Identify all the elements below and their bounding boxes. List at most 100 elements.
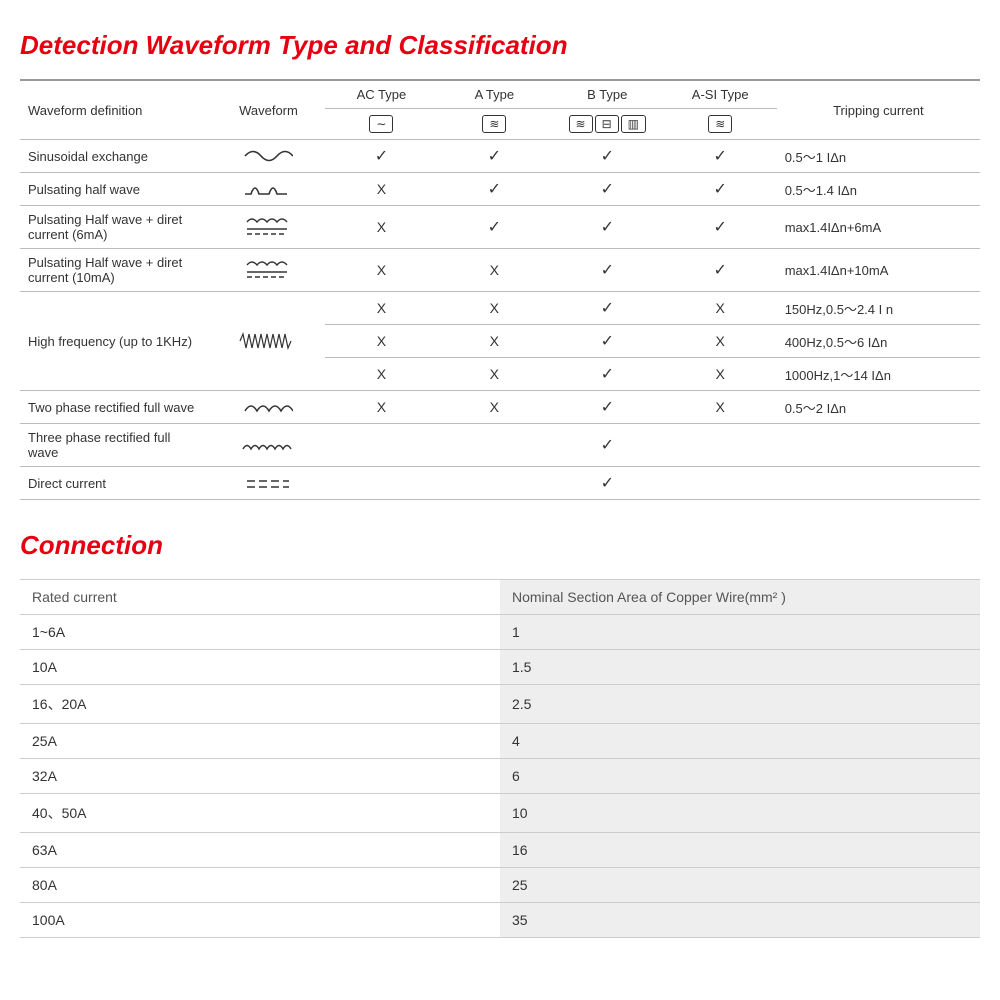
cell-asi: X bbox=[664, 358, 777, 391]
cell-ac: X bbox=[325, 391, 438, 424]
cell-a: X bbox=[438, 325, 551, 358]
cell-section: 6 bbox=[500, 759, 980, 794]
cell-asi bbox=[664, 467, 777, 500]
cell-rated: 10A bbox=[20, 650, 500, 685]
cell-section: 25 bbox=[500, 868, 980, 903]
cell-a: X bbox=[438, 249, 551, 292]
cell-b: ✓ bbox=[551, 391, 664, 424]
cell-b: ✓ bbox=[551, 325, 664, 358]
cell-def: Pulsating Half wave + diret current (6mA… bbox=[20, 206, 212, 249]
cell-b: ✓ bbox=[551, 249, 664, 292]
sine-wave-icon bbox=[243, 147, 293, 165]
cell-asi: ✓ bbox=[664, 206, 777, 249]
cell-rated: 32A bbox=[20, 759, 500, 794]
cell-asi: ✓ bbox=[664, 173, 777, 206]
cell-ac: X bbox=[325, 358, 438, 391]
cell-b: ✓ bbox=[551, 467, 664, 500]
cell-def: Direct current bbox=[20, 467, 212, 500]
cell-section: 1 bbox=[500, 615, 980, 650]
cell-a: ✓ bbox=[438, 173, 551, 206]
cell-ac: X bbox=[325, 173, 438, 206]
table-row: 63A16 bbox=[20, 833, 980, 868]
cell-rated: 16、20A bbox=[20, 685, 500, 724]
halfwave-icon bbox=[243, 180, 293, 198]
cell-trip: 0.5～1.4 IΔn bbox=[777, 173, 980, 206]
col-b-type: B Type bbox=[551, 80, 664, 109]
waveform-icon-cell bbox=[212, 173, 325, 206]
table-row: 80A25 bbox=[20, 868, 980, 903]
three-phase-icon bbox=[241, 439, 295, 453]
table-row: Pulsating Half wave + diret current (10m… bbox=[20, 249, 980, 292]
cell-ac: X bbox=[325, 249, 438, 292]
cell-rated: 100A bbox=[20, 903, 500, 938]
col-ac-type: AC Type bbox=[325, 80, 438, 109]
b-symbol1-icon: ≋ bbox=[569, 115, 593, 133]
cell-a bbox=[438, 467, 551, 500]
table-row: 1~6A1 bbox=[20, 615, 980, 650]
table-row: Pulsating half wave X ✓ ✓ ✓ 0.5～1.4 IΔn bbox=[20, 173, 980, 206]
cell-b: ✓ bbox=[551, 292, 664, 325]
cell-section: 2.5 bbox=[500, 685, 980, 724]
conn-header-row: Rated current Nominal Section Area of Co… bbox=[20, 580, 980, 615]
cell-trip bbox=[777, 424, 980, 467]
cell-a bbox=[438, 424, 551, 467]
cell-ac: X bbox=[325, 325, 438, 358]
asi-symbol-icon: ≋ bbox=[708, 115, 732, 133]
cell-b: ✓ bbox=[551, 173, 664, 206]
table-row: Three phase rectified full wave ✓ bbox=[20, 424, 980, 467]
header-row-1: Waveform definition Waveform AC Type A T… bbox=[20, 80, 980, 109]
cell-trip: max1.4IΔn+6mA bbox=[777, 206, 980, 249]
cell-ac: ✓ bbox=[325, 140, 438, 173]
cell-rated: 80A bbox=[20, 868, 500, 903]
table-row: 10A1.5 bbox=[20, 650, 980, 685]
cell-def: Pulsating Half wave + diret current (10m… bbox=[20, 249, 212, 292]
cell-section: 1.5 bbox=[500, 650, 980, 685]
high-frequency-icon bbox=[238, 331, 298, 351]
cell-trip: 0.5～1 IΔn bbox=[777, 140, 980, 173]
table-row: 16、20A2.5 bbox=[20, 685, 980, 724]
cell-b: ✓ bbox=[551, 140, 664, 173]
waveform-icon-cell bbox=[212, 391, 325, 424]
cell-def: High frequency (up to 1KHz) bbox=[20, 292, 212, 391]
cell-ac: X bbox=[325, 206, 438, 249]
b-symbol3-icon: ▥ bbox=[621, 115, 646, 133]
icon-asi-type: ≋ bbox=[664, 109, 777, 140]
cell-def: Two phase rectified full wave bbox=[20, 391, 212, 424]
cell-asi bbox=[664, 424, 777, 467]
cell-def: Three phase rectified full wave bbox=[20, 424, 212, 467]
waveform-table: Waveform definition Waveform AC Type A T… bbox=[20, 79, 980, 500]
b-symbol2-icon: ⊟ bbox=[595, 115, 619, 133]
table-row: Direct current ✓ bbox=[20, 467, 980, 500]
cell-b: ✓ bbox=[551, 206, 664, 249]
cell-section: 16 bbox=[500, 833, 980, 868]
halfwave-dc-icon bbox=[243, 216, 293, 238]
cell-section: 35 bbox=[500, 903, 980, 938]
cell-trip: 150Hz,0.5～2.4 I n bbox=[777, 292, 980, 325]
col-tripping-current: Tripping current bbox=[777, 80, 980, 140]
cell-def: Pulsating half wave bbox=[20, 173, 212, 206]
dc-icon bbox=[243, 477, 293, 491]
cell-a: X bbox=[438, 391, 551, 424]
cell-rated: 63A bbox=[20, 833, 500, 868]
cell-a: X bbox=[438, 292, 551, 325]
cell-asi: ✓ bbox=[664, 140, 777, 173]
two-phase-icon bbox=[243, 399, 293, 415]
col-a-type: A Type bbox=[438, 80, 551, 109]
connection-table: Rated current Nominal Section Area of Co… bbox=[20, 579, 980, 938]
halfwave-dc-icon bbox=[243, 259, 293, 281]
cell-ac: X bbox=[325, 292, 438, 325]
col-waveform-def: Waveform definition bbox=[20, 80, 212, 140]
cell-a: ✓ bbox=[438, 206, 551, 249]
table-row: 40、50A10 bbox=[20, 794, 980, 833]
a-symbol-icon: ≋ bbox=[482, 115, 506, 133]
cell-b: ✓ bbox=[551, 358, 664, 391]
waveform-icon-cell bbox=[212, 467, 325, 500]
col-waveform: Waveform bbox=[212, 80, 325, 140]
waveform-icon-cell bbox=[212, 206, 325, 249]
col-section-area: Nominal Section Area of Copper Wire(mm² … bbox=[500, 580, 980, 615]
cell-asi: ✓ bbox=[664, 249, 777, 292]
cell-a: ✓ bbox=[438, 140, 551, 173]
cell-trip bbox=[777, 467, 980, 500]
cell-a: X bbox=[438, 358, 551, 391]
icon-b-type: ≋⊟▥ bbox=[551, 109, 664, 140]
